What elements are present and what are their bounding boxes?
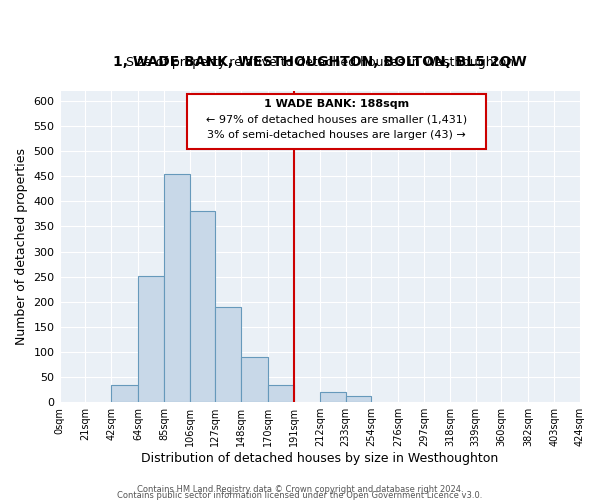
Title: Size of property relative to detached houses in Westhoughton: Size of property relative to detached ho… bbox=[126, 56, 514, 69]
Bar bbox=[215, 307, 241, 402]
Text: 1, WADE BANK, WESTHOUGHTON, BOLTON, BL5 2QW: 1, WADE BANK, WESTHOUGHTON, BOLTON, BL5 … bbox=[113, 55, 527, 69]
Bar bbox=[268, 384, 294, 402]
X-axis label: Distribution of detached houses by size in Westhoughton: Distribution of detached houses by size … bbox=[141, 452, 499, 465]
Bar bbox=[138, 276, 164, 402]
Bar bbox=[241, 357, 268, 402]
Y-axis label: Number of detached properties: Number of detached properties bbox=[15, 148, 28, 345]
Bar bbox=[190, 212, 215, 402]
Bar bbox=[164, 174, 190, 402]
Text: ← 97% of detached houses are smaller (1,431): ← 97% of detached houses are smaller (1,… bbox=[206, 114, 467, 124]
Bar bbox=[346, 396, 371, 402]
Bar bbox=[111, 384, 138, 402]
Text: Contains public sector information licensed under the Open Government Licence v3: Contains public sector information licen… bbox=[118, 490, 482, 500]
Text: Contains HM Land Registry data © Crown copyright and database right 2024.: Contains HM Land Registry data © Crown c… bbox=[137, 484, 463, 494]
Text: 3% of semi-detached houses are larger (43) →: 3% of semi-detached houses are larger (4… bbox=[208, 130, 466, 140]
Text: 1 WADE BANK: 188sqm: 1 WADE BANK: 188sqm bbox=[264, 98, 409, 108]
Bar bbox=[320, 392, 346, 402]
FancyBboxPatch shape bbox=[187, 94, 487, 148]
